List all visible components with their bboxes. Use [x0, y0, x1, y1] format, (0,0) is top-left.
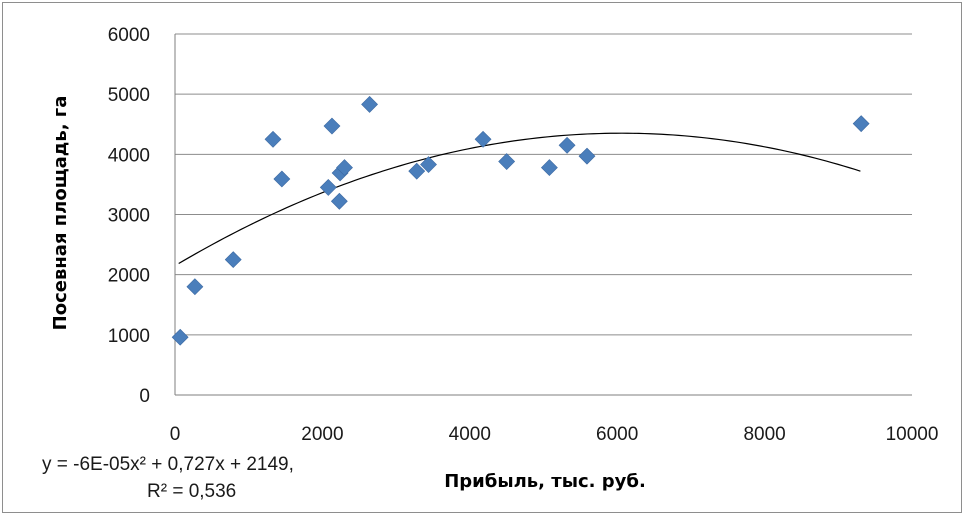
data-point	[186, 278, 204, 296]
x-tick-label: 6000	[596, 424, 638, 445]
data-point	[319, 179, 337, 196]
data-point	[558, 136, 576, 154]
y-tick-label: 0	[139, 386, 150, 407]
x-tick-label: 4000	[449, 424, 491, 445]
data-point	[361, 95, 378, 113]
y-tick-label: 6000	[108, 25, 150, 46]
y-axis-title: Посевная площадь, га	[50, 96, 71, 331]
y-tick-label: 2000	[108, 266, 150, 287]
gridlines	[175, 33, 912, 336]
data-point	[852, 115, 870, 133]
y-tick-label: 5000	[108, 85, 150, 106]
data-point	[264, 130, 282, 148]
data-point	[323, 117, 341, 135]
data-point	[224, 251, 242, 269]
data-point	[540, 159, 558, 176]
data-point	[498, 153, 516, 170]
y-tick-labels: 0 1000 2000 3000 4000 5000 6000	[108, 25, 150, 407]
x-axis-title: Прибыль, тыс. руб.	[444, 471, 646, 492]
x-tick-label: 10000	[886, 424, 939, 445]
data-point	[273, 170, 291, 188]
data-point	[171, 328, 189, 346]
x-tick-label: 0	[170, 424, 181, 445]
data-points	[171, 95, 870, 346]
x-tick-label: 2000	[301, 424, 343, 445]
data-point	[408, 162, 426, 180]
x-tick-label: 8000	[743, 424, 785, 445]
data-point	[336, 159, 353, 176]
y-tick-label: 3000	[108, 206, 150, 227]
data-point	[420, 156, 437, 173]
trendline-r-squared: R² = 0,536	[147, 481, 236, 502]
y-tick-label: 1000	[108, 326, 150, 347]
y-tick-label: 4000	[108, 145, 150, 166]
data-point	[474, 130, 492, 148]
x-tick-labels: 0 2000 4000 6000 8000 10000	[170, 424, 939, 445]
data-point	[330, 192, 348, 210]
trendline-equation: y = -6E-05x² + 0,727x + 2149,	[42, 454, 294, 475]
data-point	[578, 147, 596, 165]
trendline	[178, 132, 861, 265]
